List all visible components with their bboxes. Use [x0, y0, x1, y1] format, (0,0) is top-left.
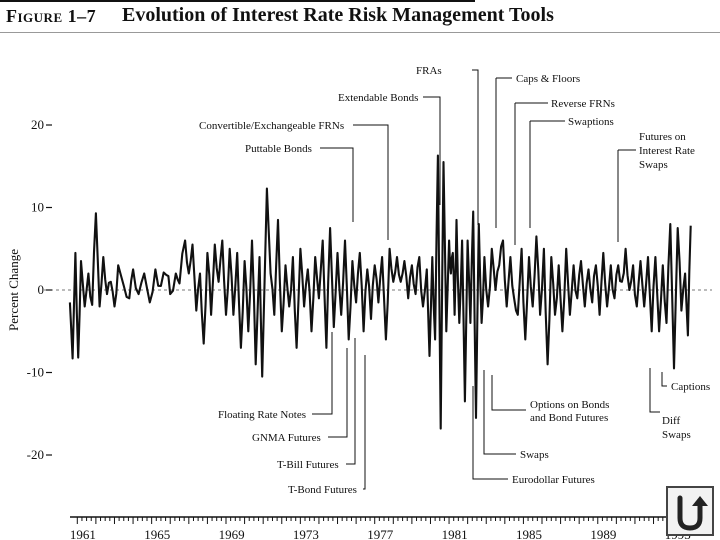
above-annotation-label: FRAs: [416, 65, 442, 77]
above-annotation-label: Swaps: [639, 159, 668, 171]
figure-number: Figure 1–7: [6, 6, 97, 26]
above-leader-line: [423, 96, 441, 205]
above-leader-line: [472, 69, 479, 225]
x-tick-label: 1977: [367, 527, 394, 540]
below-annotation-label: Options on Bonds: [530, 399, 609, 411]
below-annotation-label: T-Bill Futures: [277, 459, 339, 471]
above-annotation-label: Futures on: [639, 131, 686, 143]
below-leader-line: [328, 348, 348, 438]
below-annotation-label: Swaps: [662, 429, 691, 441]
x-tick-label: 1965: [144, 527, 170, 540]
above-annotation-label: Extendable Bonds: [338, 92, 418, 104]
above-annotation-label: Interest Rate: [639, 145, 695, 157]
above-annotation-label: Reverse FRNs: [551, 98, 615, 110]
x-tick-label: 1973: [293, 527, 319, 540]
u-turn-arrow-icon: [677, 495, 708, 531]
y-tick-label: -10: [27, 365, 44, 380]
above-leader-line: [353, 124, 389, 240]
below-leader-line: [483, 370, 516, 455]
below-leader-line: [649, 368, 660, 413]
below-annotation-label: Captions: [671, 381, 710, 393]
above-annotation-label: Swaptions: [568, 116, 614, 128]
x-tick-label: 1981: [442, 527, 468, 540]
x-tick-label: 1989: [590, 527, 616, 540]
figure-title: Evolution of Interest Rate Risk Manageme…: [122, 4, 554, 26]
below-annotation-label: T-Bond Futures: [288, 484, 357, 496]
y-tick-label: -20: [27, 447, 44, 462]
below-leader-line: [363, 355, 366, 490]
y-tick-label: 0: [38, 282, 45, 297]
header-divider: [0, 32, 720, 33]
below-annotation-label: GNMA Futures: [252, 432, 321, 444]
y-tick-label: 10: [31, 200, 44, 215]
below-leader-line: [312, 332, 333, 415]
header-top-rule: [0, 0, 475, 2]
above-annotation-label: Convertible/Exchangeable FRNs: [199, 120, 344, 132]
below-leader-line: [346, 338, 356, 465]
x-tick-label: 1961: [70, 527, 96, 540]
x-tick-label: 1985: [516, 527, 542, 540]
y-axis-title: Percent Change: [6, 249, 21, 331]
below-annotation-label: Diff: [662, 415, 680, 427]
below-annotation-label: Swaps: [520, 449, 549, 461]
below-annotation-label: and Bond Futures: [530, 412, 608, 424]
below-leader-line: [661, 372, 667, 387]
series-line: [68, 154, 692, 430]
y-tick-label: 20: [31, 117, 44, 132]
x-tick-label: 1969: [219, 527, 245, 540]
above-annotation-label: Caps & Floors: [516, 73, 580, 85]
below-leader-line: [491, 375, 526, 411]
above-annotation-label: Puttable Bonds: [245, 143, 312, 155]
below-annotation-label: Eurodollar Futures: [512, 474, 595, 486]
below-annotation-label: Floating Rate Notes: [218, 409, 306, 421]
back-button[interactable]: [666, 486, 714, 536]
above-leader-line: [320, 147, 354, 222]
below-leader-line: [472, 386, 508, 480]
figure-header: Figure 1–7 Evolution of Interest Rate Ri…: [0, 0, 720, 34]
